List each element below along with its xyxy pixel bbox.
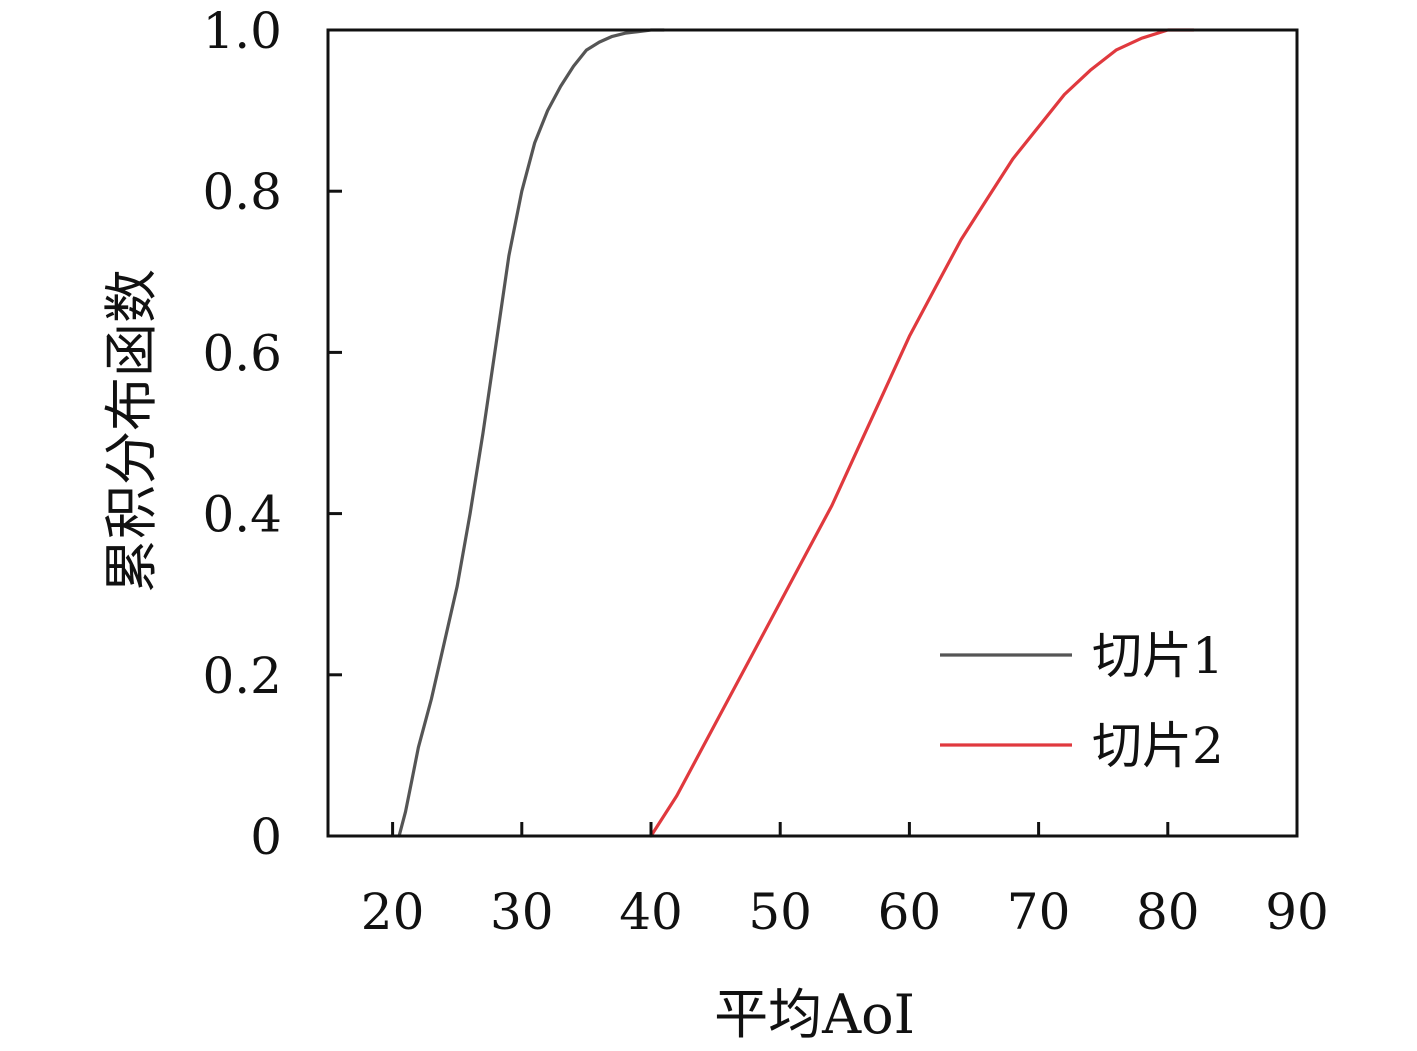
series-line-2 [649,28,1196,838]
x-tick-label: 60 [878,883,942,941]
x-tick-label: 40 [619,883,683,941]
y-tick-label: 1.0 [202,2,282,60]
series-line-1 [397,28,666,838]
x-axis-title: 平均AoI [714,983,915,1046]
plot-area-frame [326,28,1299,838]
x-tick-label: 30 [490,883,554,941]
x-tick-label: 80 [1136,883,1200,941]
x-tick-label: 20 [361,883,425,941]
x-tick-label: 70 [1007,883,1071,941]
x-tick-label: 50 [748,883,812,941]
x-tick-label: 90 [1265,883,1329,941]
legend-label-2: 切片2 [1092,717,1224,775]
y-tick-label: 0 [250,808,282,866]
y-tick-label: 0.8 [202,163,282,221]
legend: 切片1 切片2 [940,627,1224,775]
y-tick-label: 0.6 [202,324,282,382]
y-axis-title: 累积分布函数 [100,269,163,593]
y-tick-label: 0.2 [202,647,282,705]
y-tick-label: 0.4 [202,486,282,544]
legend-label-1: 切片1 [1092,627,1224,685]
